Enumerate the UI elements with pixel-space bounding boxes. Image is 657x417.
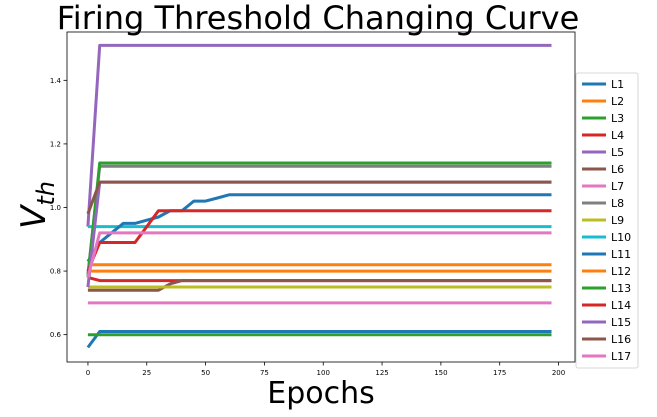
legend-label-l1: L1 (611, 78, 624, 91)
x-tick-label: 150 (434, 369, 447, 377)
series-line-l5 (86, 43, 552, 227)
legend-label-l11: L11 (611, 248, 631, 261)
y-axis: 0.6 0.8 1.0 1.2 1.4 (50, 77, 67, 339)
x-tick-label: 125 (375, 369, 388, 377)
legend-label-l5: L5 (611, 146, 624, 159)
series-line-l6 (87, 279, 552, 292)
y-axis-label-sub: th (32, 181, 60, 206)
x-tick-label: 50 (201, 369, 210, 377)
series-line-l17 (86, 231, 552, 278)
legend-box (575, 72, 639, 369)
x-tick-label: 0 (86, 369, 90, 377)
legend-label-l10: L10 (611, 231, 631, 244)
legend-label-l4: L4 (611, 129, 624, 142)
y-tick-label: 1.2 (50, 140, 61, 148)
y-tick-label: 0.8 (50, 268, 61, 276)
y-tick-label: 0.6 (50, 331, 62, 339)
x-axis-label: Epochs (267, 376, 375, 411)
y-tick-label: 1.4 (50, 77, 62, 85)
x-tick-label: 200 (552, 369, 565, 377)
plot-area (86, 43, 552, 349)
legend: L1 L2 L3 L4 L5 L6 L7 L8 L9 L10 L11 L12 L13 L14 L15 L16 L… (575, 72, 639, 369)
legend-label-l14: L14 (611, 299, 631, 312)
legend-label-l8: L8 (611, 197, 624, 210)
y-axis-label-base: V (14, 203, 54, 229)
legend-label-l12: L12 (611, 265, 631, 278)
plot-frame (66, 31, 576, 363)
series-line-l1 (86, 330, 552, 349)
legend-label-l16: L16 (611, 333, 631, 346)
series-line-l13 (86, 161, 552, 278)
x-tick-label: 100 (317, 369, 330, 377)
x-tick-label: 25 (142, 369, 151, 377)
x-axis: 0 25 50 75 100 125 150 175 200 (86, 362, 565, 377)
y-axis-label: Vth (14, 181, 60, 229)
legend-label-l9: L9 (611, 214, 624, 227)
legend-label-l17: L17 (611, 350, 631, 363)
series-line-l14 (86, 209, 552, 272)
legend-label-l7: L7 (611, 180, 624, 193)
series-line-l16 (86, 180, 552, 215)
x-tick-label: 175 (493, 369, 506, 377)
series-line-l11 (86, 193, 552, 263)
legend-label-l2: L2 (611, 95, 624, 108)
chart-title: Firing Threshold Changing Curve (57, 0, 580, 37)
y-tick-label: 1.0 (50, 204, 61, 212)
legend-label-l15: L15 (611, 316, 631, 329)
legend-label-l3: L3 (611, 112, 624, 125)
legend-label-l13: L13 (611, 282, 631, 295)
legend-label-l6: L6 (611, 163, 624, 176)
x-tick-label: 75 (260, 369, 269, 377)
